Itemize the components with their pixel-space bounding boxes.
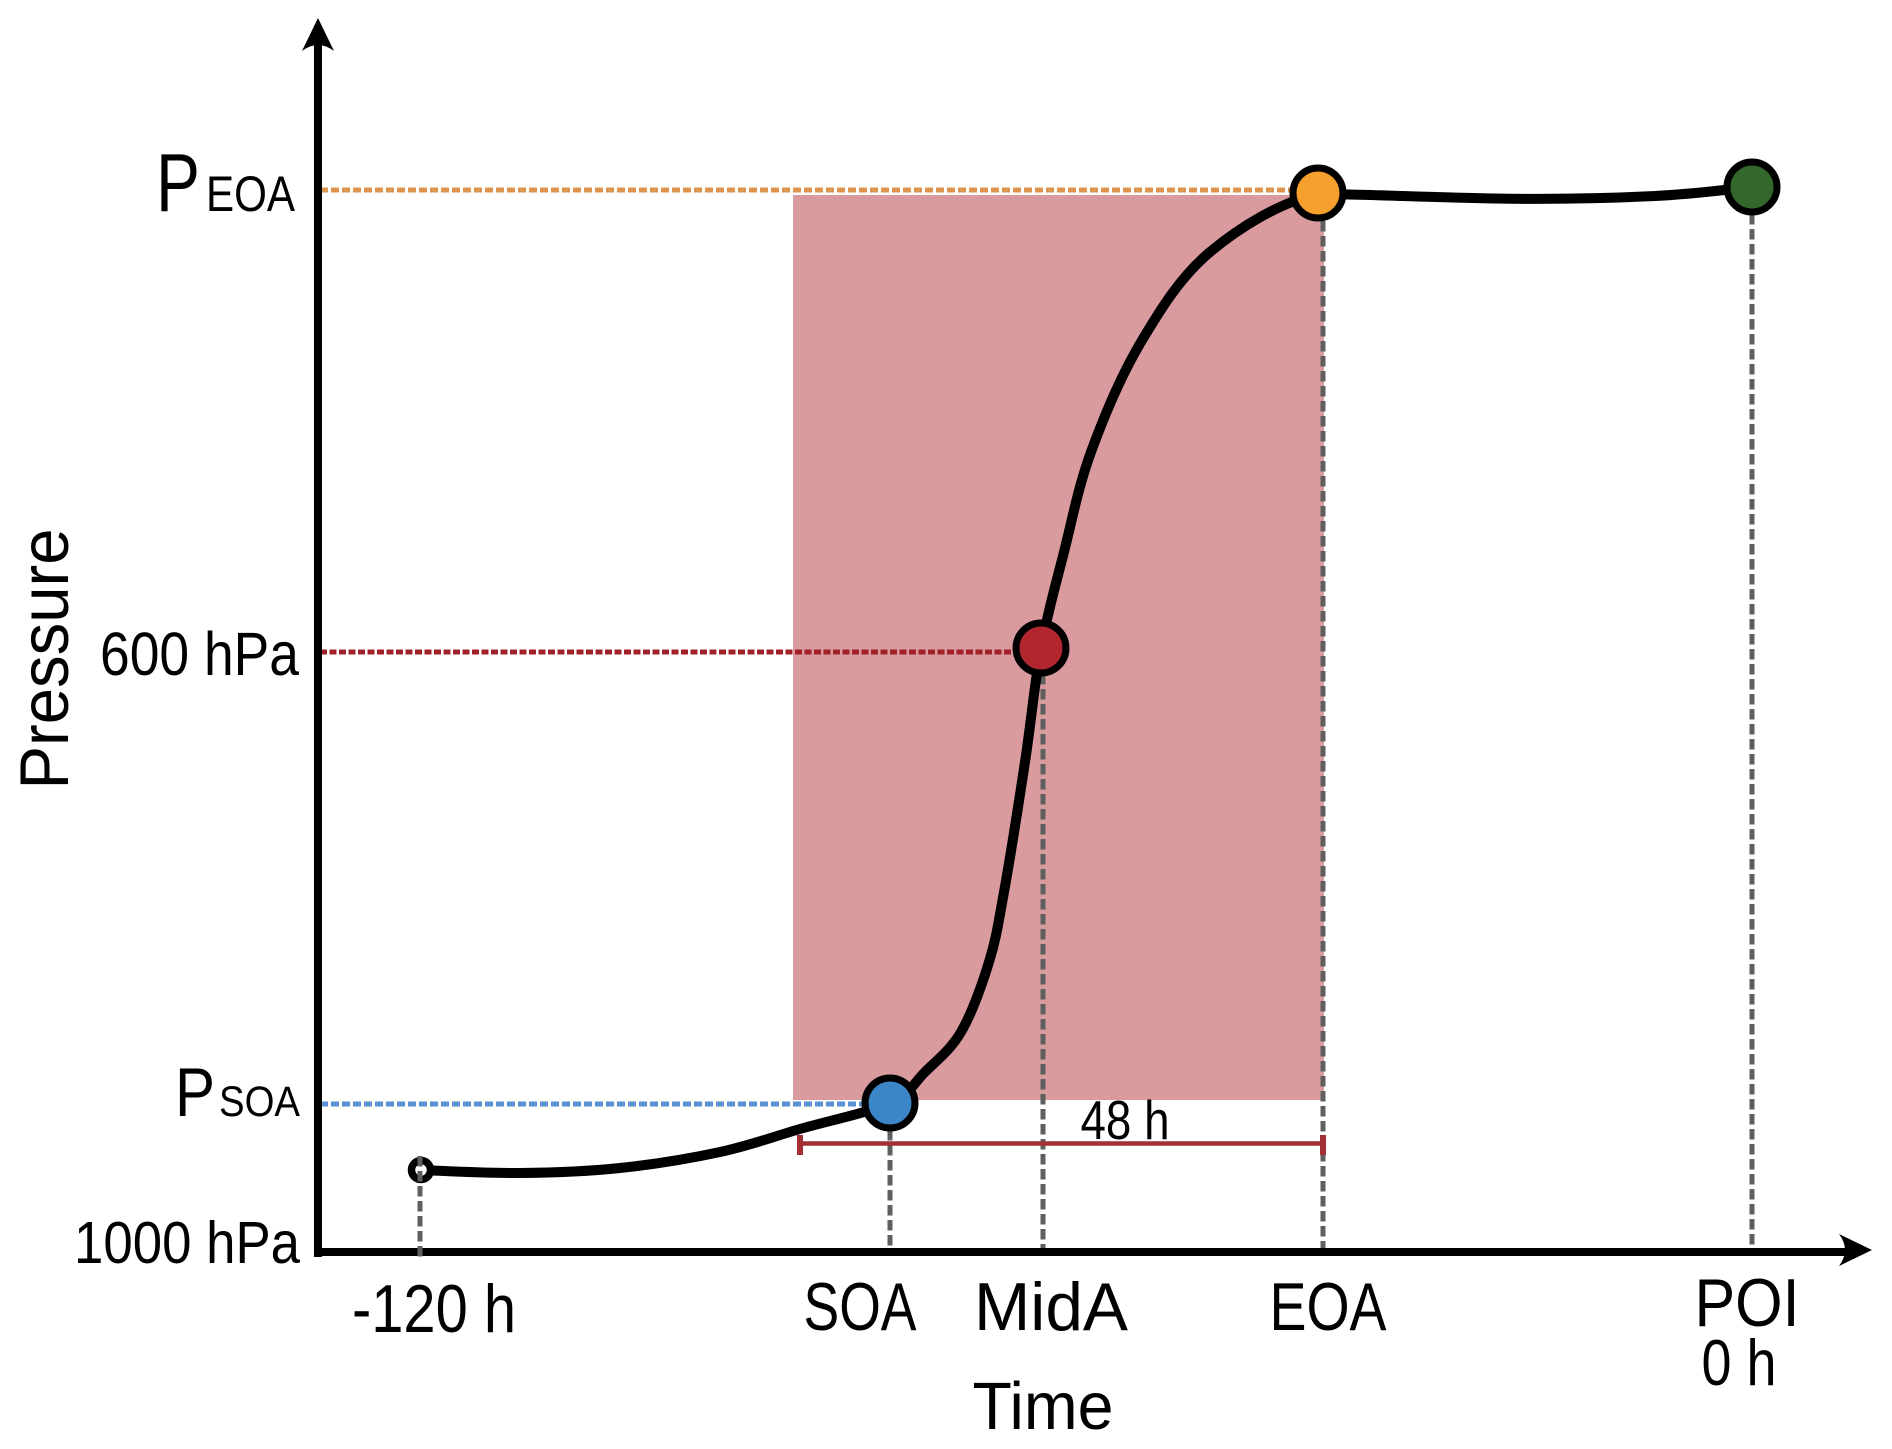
svg-text:SOA: SOA xyxy=(804,1269,918,1345)
svg-text:SOA: SOA xyxy=(219,1078,300,1126)
svg-text:-120 h: -120 h xyxy=(352,1271,516,1347)
svg-text:MidA: MidA xyxy=(974,1269,1129,1345)
svg-text:P: P xyxy=(175,1054,215,1131)
svg-text:P: P xyxy=(156,136,200,229)
svg-text:0 h: 0 h xyxy=(1702,1326,1777,1399)
svg-text:EOA: EOA xyxy=(1270,1269,1388,1345)
svg-text:48 h: 48 h xyxy=(1081,1089,1170,1151)
svg-text:Pressure: Pressure xyxy=(6,529,83,790)
svg-text:1000 hPa: 1000 hPa xyxy=(74,1210,300,1276)
svg-text:Time: Time xyxy=(973,1369,1114,1444)
svg-text:EOA: EOA xyxy=(206,166,296,222)
svg-text:POI: POI xyxy=(1695,1265,1800,1341)
svg-text:600 hPa: 600 hPa xyxy=(100,620,299,688)
